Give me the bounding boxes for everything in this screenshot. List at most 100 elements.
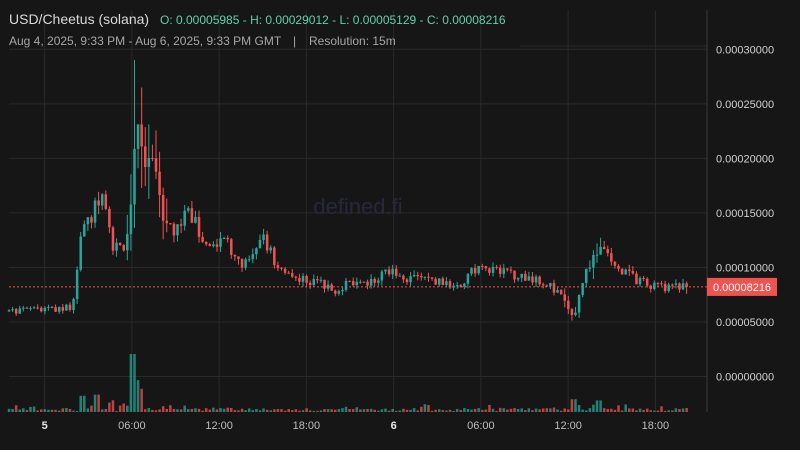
volume-bar: [491, 408, 495, 412]
candle-body: [516, 277, 520, 280]
volume-bar: [247, 408, 251, 412]
candle-body: [212, 244, 215, 247]
candle-body: [269, 247, 272, 251]
volume-bar: [233, 410, 237, 412]
candle-body: [674, 283, 678, 285]
volume-bar: [534, 408, 538, 412]
volume-bar: [563, 408, 566, 412]
candle-body: [660, 283, 663, 285]
candle-body: [538, 276, 541, 285]
candle-body: [247, 259, 251, 261]
candle-body: [584, 268, 588, 284]
candle-body: [29, 308, 32, 310]
volume-bar: [25, 410, 29, 412]
volume-bar: [158, 409, 161, 412]
volume-bar: [100, 409, 104, 412]
candle-body: [567, 300, 570, 310]
candle-body: [491, 266, 495, 273]
candle-body: [57, 307, 61, 312]
candle-body: [613, 261, 617, 266]
candle-body: [685, 283, 688, 287]
candle-body: [154, 158, 158, 172]
candle-body: [635, 273, 638, 285]
candle-body: [215, 244, 219, 247]
volume-bar: [140, 388, 143, 412]
volume-bar: [287, 409, 290, 412]
candle-body: [326, 284, 330, 289]
volume-bar: [452, 410, 455, 412]
volume-bar: [377, 410, 380, 412]
volume-bar: [592, 404, 595, 412]
candle-body: [488, 268, 491, 273]
candle-body: [359, 281, 362, 283]
candle-body: [427, 276, 430, 278]
volume-bar: [305, 408, 308, 412]
grid-layer: [9, 10, 708, 412]
candle-body: [240, 259, 244, 268]
candle-body: [391, 268, 394, 275]
y-axis[interactable]: 0.00000000 0.00005000 0.00010000 0.00015000…: [716, 44, 774, 383]
volume-bar: [681, 408, 685, 412]
candle-body: [122, 245, 125, 251]
candle-body: [179, 224, 183, 226]
y-tick-label: 0.00000000: [716, 372, 774, 384]
volume-bar: [122, 403, 125, 412]
current-price-tag: 0.00008216: [707, 277, 777, 296]
candle-body: [470, 268, 473, 274]
volume-bar: [258, 410, 262, 412]
volume-bar: [369, 408, 373, 412]
volume-bar: [405, 409, 409, 412]
volume-bar: [104, 409, 108, 412]
candle-body: [577, 295, 581, 313]
volume-bar: [559, 410, 563, 412]
y-tick-label: 0.00010000: [716, 262, 774, 274]
volume-bar: [32, 406, 36, 412]
volume-bar: [151, 409, 154, 412]
candle-body: [61, 307, 65, 311]
volume-bar: [298, 410, 301, 412]
volume-bar: [481, 409, 484, 412]
candle-body: [502, 268, 506, 274]
volume-bar: [72, 410, 75, 412]
volume-bar: [599, 400, 602, 412]
candle-body: [172, 223, 176, 236]
candle-body: [280, 267, 283, 269]
volume-bar: [212, 407, 215, 412]
candle-body: [384, 269, 387, 272]
volume-bar: [549, 408, 552, 412]
candle-body: [394, 268, 398, 276]
volume-bar: [638, 408, 642, 412]
volume-bar: [541, 408, 545, 412]
volume-bar: [40, 409, 43, 412]
volume-bar: [255, 409, 258, 412]
volume-bar: [455, 408, 459, 412]
volume-bar: [409, 409, 412, 412]
volume-bar: [488, 404, 491, 412]
volume-bar: [552, 407, 556, 412]
candle-body: [316, 279, 319, 281]
volume-bar: [584, 410, 588, 412]
candle-body: [581, 283, 584, 296]
volume-bar: [90, 405, 93, 412]
candle-body: [79, 236, 82, 270]
candle-body: [663, 283, 667, 292]
candle-body: [104, 194, 108, 209]
candle-body: [226, 238, 229, 240]
volume-bar: [516, 408, 520, 412]
volume-bar: [617, 405, 620, 412]
volume-bar: [613, 409, 617, 412]
candle-body: [251, 254, 255, 260]
candle-body: [86, 217, 90, 225]
x-axis[interactable]: 5 06:00 12:00 18:00 6 06:00 12:00 18:00: [42, 420, 670, 432]
candle-body: [681, 283, 685, 290]
volume-bar: [50, 409, 54, 412]
volume-bar: [588, 408, 592, 412]
candle-body: [237, 256, 240, 260]
volume-bar: [355, 407, 359, 412]
volume-bar: [115, 410, 118, 412]
candle-body: [369, 278, 373, 286]
volume-bar: [54, 409, 57, 412]
candle-body: [545, 285, 549, 287]
candle-body: [549, 283, 552, 287]
